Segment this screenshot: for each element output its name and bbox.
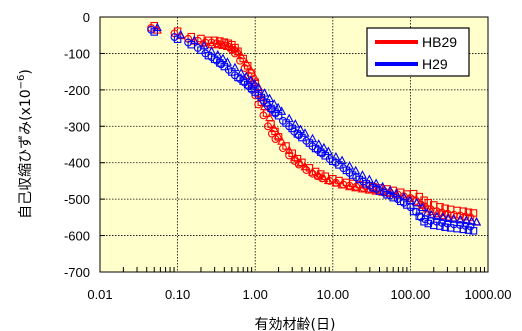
data-point-triangle: [412, 197, 422, 207]
x-tick-label: 0.10: [165, 287, 190, 302]
x-tick-label: 10.00: [317, 287, 350, 302]
data-point-triangle: [399, 191, 409, 201]
data-point-square: [415, 212, 423, 221]
x-tick-label: 0.01: [87, 287, 112, 302]
data-point-triangle: [253, 82, 263, 92]
data-point-triangle: [438, 212, 448, 221]
x-tick-labels: 0.01 0.10 1.00 10.00 100.00 1000.00: [87, 287, 511, 302]
y-axis-title-exponent: −6: [16, 75, 27, 90]
y-tick-label: -300: [64, 119, 90, 134]
data-point-triangle: [290, 119, 300, 128]
data-point-triangle: [176, 29, 186, 39]
data-point-triangle: [300, 128, 310, 137]
data-point-triangle: [207, 46, 217, 55]
data-point-triangle: [449, 214, 459, 223]
data-point-triangle: [230, 62, 240, 72]
series-h29: [147, 22, 482, 235]
y-axis-title-close: ): [18, 69, 34, 74]
data-point-triangle: [467, 216, 477, 225]
data-point-triangle: [308, 133, 318, 143]
data-point-triangle: [277, 106, 287, 115]
data-point-square: [469, 209, 478, 217]
data-point-triangle: [443, 213, 453, 222]
data-point-square: [424, 219, 433, 228]
data-point-square: [424, 199, 433, 207]
data-point-triangle: [189, 35, 199, 44]
x-axis-title: 有効材齢(日): [255, 317, 336, 331]
data-point-triangle: [277, 136, 287, 145]
y-tick-label: -200: [64, 83, 90, 98]
x-tick-label: 1000.00: [465, 287, 512, 302]
data-point-triangle: [331, 151, 341, 161]
y-axis-title-main: 自己収縮ひずみ(x10: [18, 89, 34, 219]
y-tick-labels: 0 -100 -200 -300 -400 -500 -600 -700: [64, 10, 90, 280]
data-point-triangle: [284, 113, 294, 123]
data-point-triangle: [259, 88, 269, 97]
data-point-triangle: [472, 217, 482, 226]
data-point-square: [469, 227, 478, 235]
y-tick-label: 0: [83, 10, 90, 25]
y-tick-label: -400: [64, 156, 90, 171]
data-point-triangle: [371, 178, 381, 188]
data-point-triangle: [385, 185, 395, 194]
data-point-triangle: [323, 146, 333, 155]
data-point-triangle: [432, 211, 442, 221]
data-point-triangle: [337, 155, 347, 165]
data-point-triangle: [265, 93, 275, 103]
y-tick-label: -700: [64, 265, 90, 280]
legend-label-h29: H29: [422, 56, 448, 72]
legend-box: [366, 27, 470, 77]
minor-ticks: [100, 16, 485, 273]
data-point-triangle: [222, 57, 232, 66]
data-point-triangle: [152, 22, 162, 32]
data-point-triangle: [461, 215, 471, 225]
y-tick-label: -100: [64, 46, 90, 61]
data-point-triangle: [417, 202, 427, 212]
legend: HB29 H29: [366, 27, 470, 77]
data-point-triangle: [199, 40, 209, 50]
y-axis-title: 自己収縮ひずみ(x10−6): [16, 69, 34, 219]
x-tick-label: 100.00: [391, 287, 431, 302]
series-layer: [147, 21, 482, 235]
y-tick-label: -600: [64, 229, 90, 244]
legend-label-hb29: HB29: [422, 34, 457, 50]
y-tick-label: -500: [64, 192, 90, 207]
data-point-triangle: [455, 214, 465, 224]
x-tick-label: 1.00: [243, 287, 268, 302]
data-point-square: [464, 208, 473, 217]
